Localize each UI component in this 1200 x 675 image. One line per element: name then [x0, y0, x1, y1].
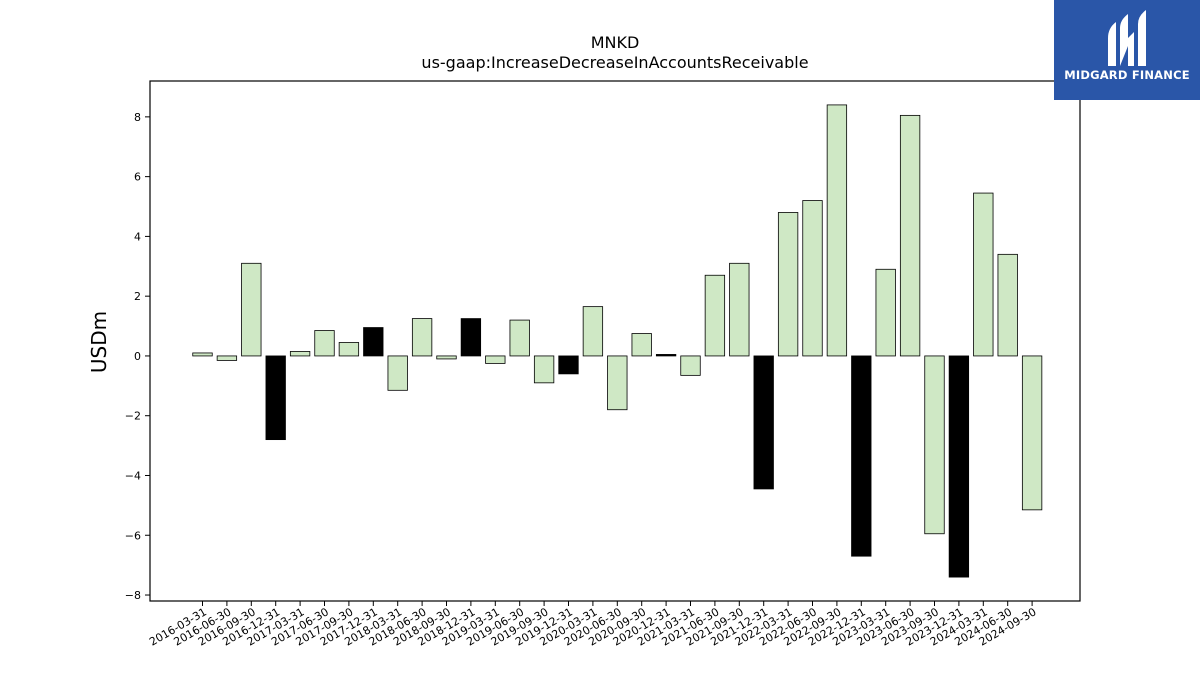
y-tick-label: −8: [125, 589, 141, 602]
y-tick-label: 0: [134, 350, 141, 363]
bar-2022-03-31: [777, 212, 799, 357]
bar-2021-09-30: [729, 262, 750, 357]
y-tick-label: −4: [125, 469, 141, 482]
bar-2021-06-30: [704, 274, 726, 357]
bar-2017-03-31: [289, 351, 311, 357]
y-tick-label: 2: [134, 290, 141, 303]
brand-name: MIDGARD FINANCE: [1064, 68, 1190, 82]
y-axis: −8 −6 −4 −2 0 2 4 6 8: [125, 111, 150, 602]
y-tick-label: 4: [134, 230, 141, 243]
bar-2019-09-30: [533, 355, 555, 384]
chart-title: MNKD: [591, 33, 640, 52]
y-tick-label: −2: [125, 410, 141, 423]
bar-2018-12-31: [460, 318, 482, 357]
bar-2022-12-31: [851, 355, 872, 557]
bar-2019-03-31: [485, 355, 506, 364]
bar-2021-03-31: [680, 355, 701, 376]
bar-2018-03-31: [387, 355, 408, 391]
plot-frame: [149, 80, 1081, 602]
bar-2024-06-30: [997, 253, 1018, 357]
y-tick-label: 6: [134, 171, 141, 184]
bar-2019-12-31: [558, 355, 579, 375]
bar-2022-06-30: [802, 200, 823, 357]
bar-2017-12-31: [363, 327, 384, 357]
bar-2020-12-31: [655, 354, 677, 357]
bar-2023-03-31: [875, 268, 896, 357]
bar-2017-09-30: [338, 342, 360, 357]
bar-2016-12-31: [265, 355, 286, 441]
y-axis-label: USDm: [87, 311, 111, 373]
bar-2024-09-30: [1021, 355, 1043, 511]
bar-2016-09-30: [241, 262, 262, 357]
bar-2020-06-30: [607, 355, 628, 411]
midgard-logo-icon: [1108, 10, 1146, 66]
y-tick-label: −6: [125, 529, 141, 542]
bar-2023-12-31: [948, 355, 970, 578]
bar-2020-09-30: [631, 333, 652, 357]
bar-2023-06-30: [899, 114, 921, 357]
bar-2021-12-31: [753, 355, 774, 490]
bar-2022-09-30: [826, 104, 848, 357]
bar-2018-09-30: [436, 355, 457, 360]
bar-2019-06-30: [509, 319, 530, 357]
bar-2018-06-30: [411, 318, 433, 357]
chart-subtitle: us-gaap:IncreaseDecreaseInAccountsReceiv…: [421, 53, 808, 72]
bar-2016-03-31: [192, 352, 213, 357]
x-axis: 2016-03-312016-06-302016-09-302016-12-31…: [147, 601, 1039, 649]
y-tick-label: 8: [134, 111, 141, 124]
brand-logo: MIDGARD FINANCE: [1054, 0, 1200, 100]
bar-2016-06-30: [216, 355, 238, 361]
bar-2023-09-30: [924, 355, 945, 535]
bar-2024-03-31: [973, 192, 994, 357]
bars-group: [192, 104, 1043, 578]
bar-2020-03-31: [582, 306, 604, 357]
bar-2017-06-30: [314, 330, 335, 357]
